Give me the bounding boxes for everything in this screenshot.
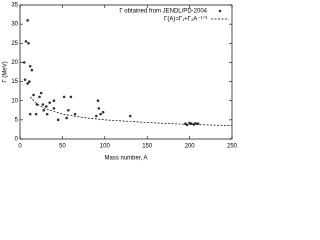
data-point (26, 82, 29, 85)
data-point (23, 78, 27, 81)
data-point (22, 61, 26, 64)
data-point (48, 101, 51, 104)
data-point (95, 114, 98, 118)
data-point (38, 95, 41, 99)
y-tick-label: 5 (15, 117, 19, 123)
data-point (26, 19, 29, 22)
data-point (56, 118, 60, 122)
data-point (45, 112, 49, 116)
data-point (41, 103, 45, 106)
data-point (27, 41, 30, 45)
y-tick-label: 10 (11, 98, 18, 104)
data-point (34, 112, 38, 116)
x-tick-label: 250 (227, 144, 238, 150)
x-axis-label: Mass number, A (104, 156, 147, 162)
data-point (185, 123, 189, 127)
data-point (28, 80, 31, 83)
data-point (67, 108, 70, 112)
data-point (24, 40, 28, 43)
y-axis-label: Γ (MeV) (3, 61, 9, 82)
data-point (32, 93, 35, 97)
data-point (96, 99, 100, 103)
x-tick-label: 150 (142, 144, 153, 150)
data-point (52, 99, 56, 103)
plot-frame (19, 4, 233, 140)
y-tick-label: 35 (11, 3, 18, 9)
x-tick-label: 200 (185, 144, 196, 150)
fit-line (29, 96, 233, 126)
chart: Mass number, A Γ (MeV) 0 50 100 150 200 250 0 5… (3, 3, 238, 162)
data-point (194, 122, 197, 125)
y-tick-label: 30 (11, 22, 18, 28)
data-point (128, 114, 132, 118)
data-point (65, 116, 68, 120)
data-point (44, 105, 48, 108)
data-point (99, 112, 102, 116)
legend-label: Γ(A)=Γ₁+Γ₂A⁻¹ᐟ³ (164, 16, 207, 23)
data-point (62, 95, 66, 99)
data-point (42, 108, 46, 112)
y-tick-label: 0 (15, 137, 19, 143)
data-point (30, 68, 34, 72)
data-point (73, 112, 77, 116)
data-point (39, 91, 43, 95)
data-point (69, 95, 73, 99)
y-tick-label: 25 (11, 41, 18, 47)
x-tick-label: 50 (59, 144, 66, 150)
y-tick-label: 20 (11, 60, 18, 66)
y-tick-label: 15 (11, 79, 18, 85)
data-point (52, 107, 56, 110)
data-point (101, 110, 105, 114)
data-point (28, 64, 32, 68)
legend-label: Γ obtained from JENDL/PD-2004 (119, 9, 207, 15)
legend-marker (218, 9, 222, 13)
data-point (35, 103, 39, 106)
data-point (97, 107, 101, 110)
x-tick-label: 100 (100, 144, 111, 150)
x-tick-label: 0 (18, 144, 22, 150)
data-point (28, 112, 32, 116)
